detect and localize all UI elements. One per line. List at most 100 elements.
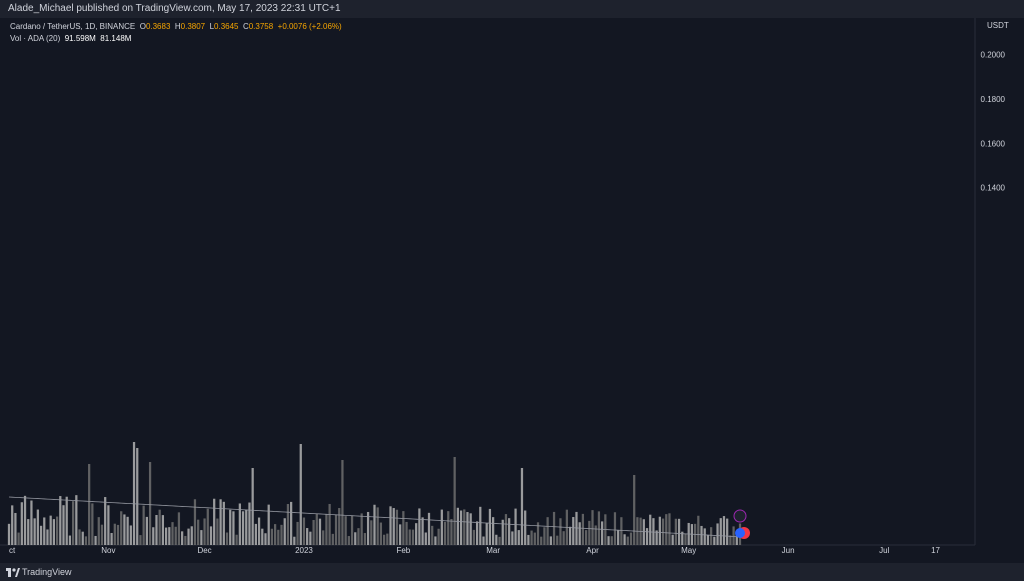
footer-bar: TradingView bbox=[0, 563, 1024, 581]
volume-bar bbox=[729, 535, 732, 545]
volume-bar bbox=[277, 529, 280, 545]
volume-bar bbox=[370, 520, 373, 545]
volume-bar bbox=[309, 531, 312, 545]
volume-bar bbox=[290, 501, 293, 545]
volume-bar bbox=[732, 526, 735, 545]
volume-bar bbox=[713, 536, 716, 545]
volume-bar bbox=[267, 504, 270, 545]
volume-bar bbox=[726, 518, 729, 545]
volume-bar bbox=[181, 531, 184, 545]
volume-bar bbox=[184, 535, 187, 545]
flag-event-icon[interactable] bbox=[735, 528, 745, 538]
volume-bar bbox=[27, 519, 30, 545]
volume-bar bbox=[334, 515, 338, 545]
publisher-header: Alade_Michael published on TradingView.c… bbox=[0, 0, 1024, 18]
volume-bar bbox=[129, 525, 132, 545]
volume-bar bbox=[59, 496, 62, 545]
volume-bar bbox=[261, 528, 264, 545]
volume-bar bbox=[318, 518, 322, 545]
volume-bar bbox=[629, 532, 633, 545]
volume-bar bbox=[280, 524, 283, 545]
volume-bar bbox=[485, 523, 488, 545]
volume-bar bbox=[113, 523, 116, 545]
volume-bar bbox=[402, 511, 405, 545]
lightning-event-icon[interactable] bbox=[733, 509, 747, 523]
volume-bar bbox=[456, 507, 459, 545]
volume-bar bbox=[322, 530, 325, 545]
x-tick-label: May bbox=[681, 546, 696, 555]
volume-bar bbox=[459, 510, 463, 545]
volume-bar bbox=[209, 526, 213, 545]
volume-bar bbox=[703, 528, 706, 545]
volume-bar bbox=[421, 517, 424, 545]
volume-bar bbox=[543, 527, 546, 545]
footer-brand[interactable]: TradingView bbox=[22, 567, 72, 577]
volume-bar bbox=[472, 529, 476, 545]
volume-bar bbox=[91, 503, 94, 545]
y-tick-label: 0.1400 bbox=[981, 184, 1006, 193]
price-chart[interactable]: 0.56000.54000.52000.50000.30000.28000.26… bbox=[0, 18, 1024, 563]
volume-bar bbox=[331, 533, 334, 545]
x-tick-label: Jul bbox=[879, 546, 889, 555]
volume-ma-line bbox=[8, 496, 741, 538]
volume-bar bbox=[530, 530, 533, 545]
volume-bar bbox=[623, 534, 626, 545]
volume-bar bbox=[264, 533, 267, 545]
volume-bar bbox=[610, 536, 613, 545]
volume-bar bbox=[123, 514, 126, 545]
volume-bar bbox=[155, 514, 158, 545]
volume-bar bbox=[120, 511, 123, 545]
volume-bar bbox=[447, 511, 450, 545]
volume-bar bbox=[415, 523, 418, 545]
x-tick-label: Jun bbox=[782, 546, 795, 555]
volume-bar bbox=[366, 511, 370, 545]
volume-bar bbox=[344, 516, 347, 545]
volume-bar bbox=[562, 531, 565, 545]
volume-bar bbox=[104, 497, 107, 545]
volume-bar bbox=[110, 532, 113, 545]
volume-bar bbox=[386, 533, 389, 545]
volume-bar bbox=[674, 518, 677, 545]
volume-bar bbox=[84, 536, 88, 545]
volume-bar bbox=[88, 464, 91, 545]
volume-bar bbox=[527, 534, 530, 545]
volume-label[interactable]: Vol · ADA (20) bbox=[10, 34, 61, 43]
volume-bar bbox=[568, 526, 572, 545]
volume-bar bbox=[588, 520, 591, 545]
volume-bar bbox=[177, 512, 181, 545]
close-value: 0.3758 bbox=[248, 22, 274, 31]
volume-bar bbox=[116, 524, 120, 545]
symbol-name[interactable]: Cardano / TetherUS, 1D, BINANCE bbox=[10, 22, 136, 31]
volume-bar bbox=[389, 506, 392, 545]
volume-bar bbox=[520, 468, 524, 545]
volume-bar bbox=[681, 531, 684, 545]
volume-bar bbox=[347, 536, 350, 545]
volume-bar bbox=[661, 518, 665, 545]
volume-bar bbox=[350, 515, 354, 545]
volume-bar bbox=[581, 513, 585, 545]
volume-bar bbox=[549, 536, 552, 545]
volume-bar bbox=[719, 518, 722, 545]
volume-bar bbox=[517, 530, 520, 545]
volume-bar bbox=[376, 507, 379, 545]
volume-bar bbox=[546, 517, 549, 545]
volume-bar bbox=[341, 460, 344, 545]
volume-bar bbox=[174, 526, 177, 545]
volume-bar bbox=[273, 524, 277, 545]
volume-bar bbox=[556, 535, 559, 545]
volume-bar bbox=[187, 528, 190, 545]
volume-bar bbox=[100, 524, 104, 545]
volume-bar bbox=[492, 517, 495, 545]
volume-bar bbox=[132, 442, 136, 545]
volume-bar bbox=[373, 504, 376, 545]
volume-bar bbox=[229, 509, 232, 545]
volume-bar bbox=[498, 536, 501, 545]
volume-bar bbox=[235, 534, 238, 545]
x-tick-label: Nov bbox=[101, 546, 115, 555]
volume-bar bbox=[424, 532, 427, 545]
volume-bar bbox=[437, 528, 440, 545]
volume-bar bbox=[511, 531, 514, 545]
volume-row: Vol · ADA (20) 91.598M 81.148M bbox=[10, 33, 342, 45]
volume-bar bbox=[62, 505, 65, 545]
volume-bar bbox=[710, 527, 713, 545]
